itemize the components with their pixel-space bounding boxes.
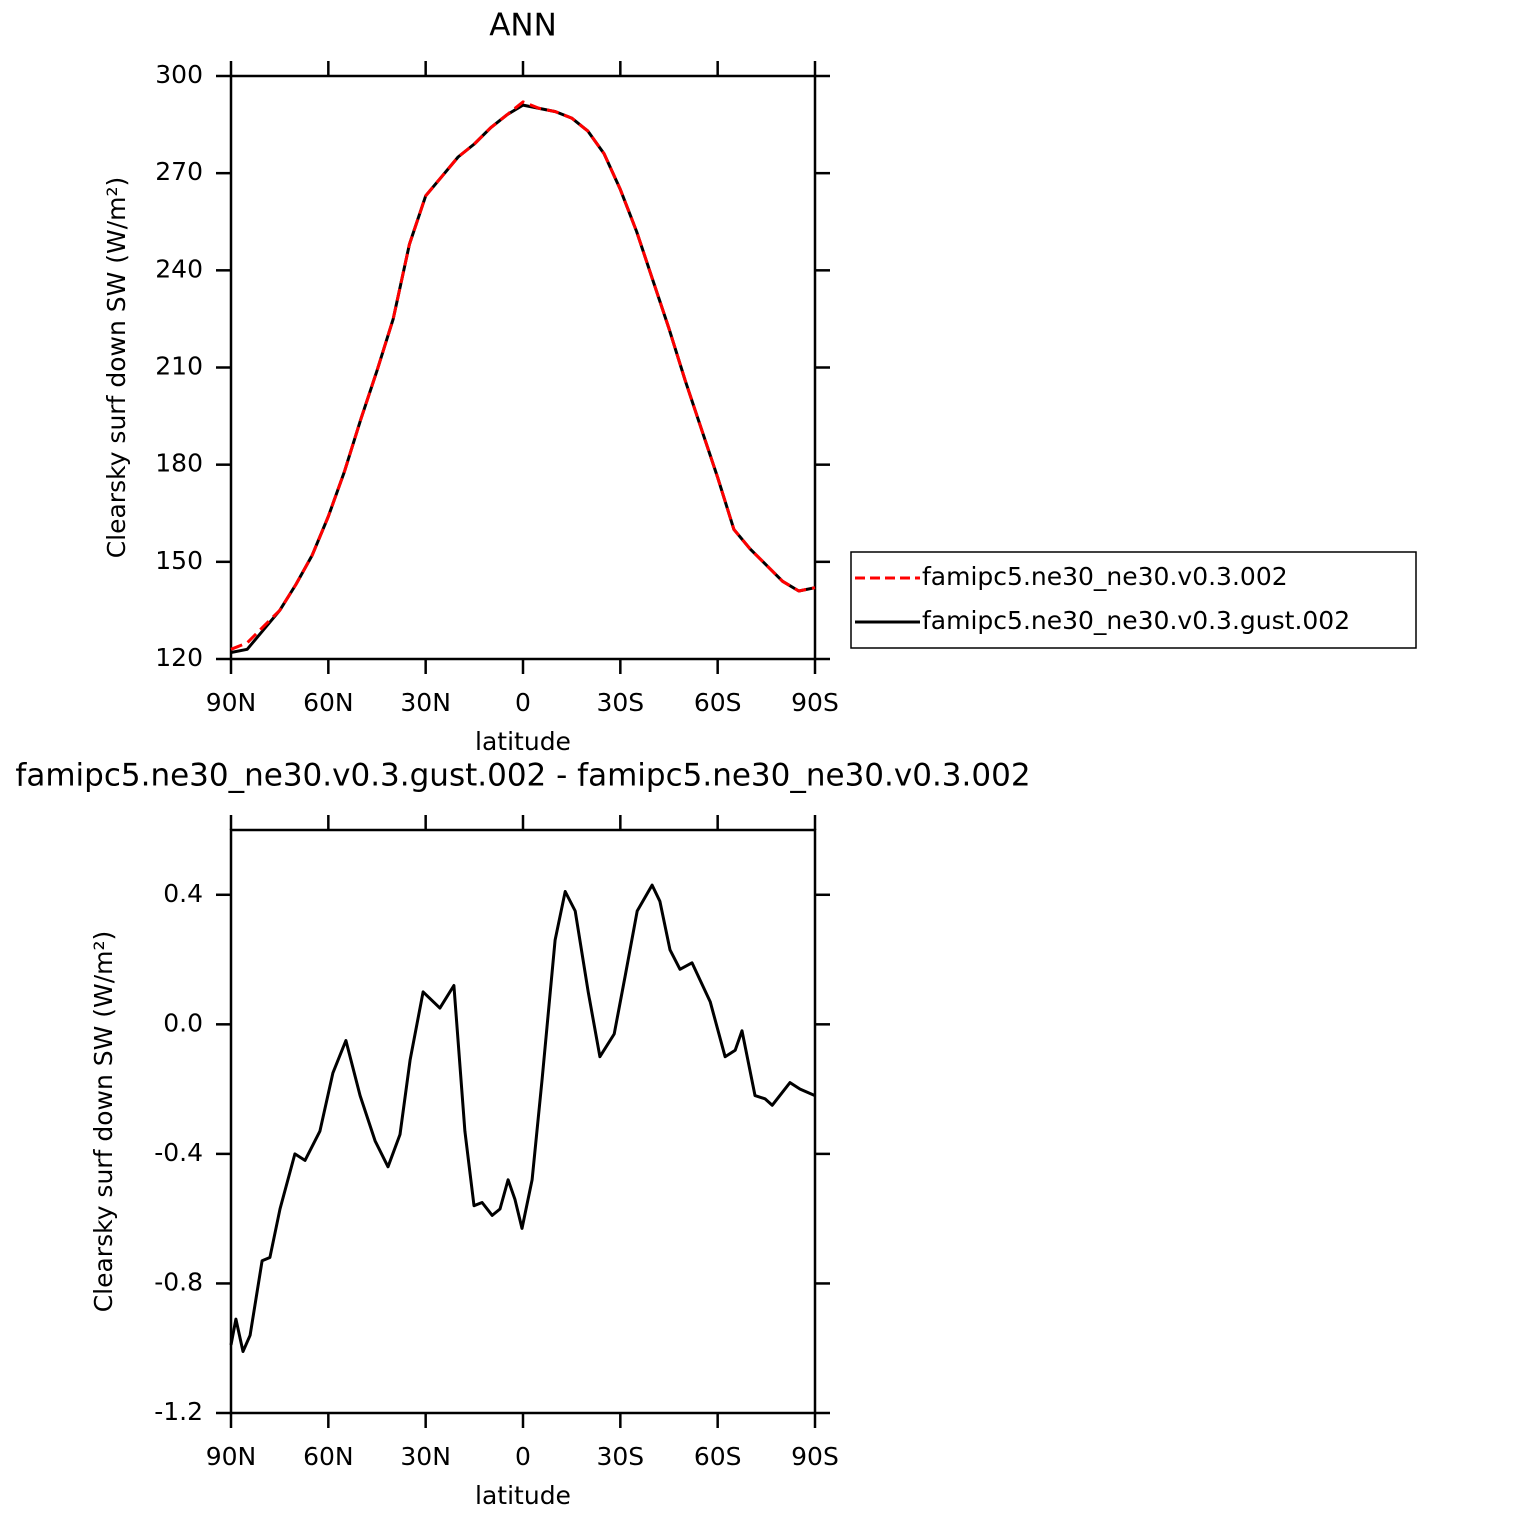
y-tick-label: -1.2 xyxy=(154,1397,203,1426)
x-tick-label: 60S xyxy=(694,688,742,717)
y-tick-label: -0.8 xyxy=(154,1267,203,1296)
x-tick-label: 60S xyxy=(694,1442,742,1471)
x-axis-label: latitude xyxy=(475,1481,571,1510)
x-tick-label: 90N xyxy=(206,688,257,717)
x-tick-label: 90S xyxy=(791,1442,839,1471)
y-axis-label: Clearsky surf down SW (W/m²) xyxy=(102,177,131,559)
series-line xyxy=(230,103,816,654)
x-tick-label: 60N xyxy=(303,688,354,717)
y-tick-label: 0.4 xyxy=(163,879,203,908)
y-tick-label: 300 xyxy=(155,60,203,89)
x-tick-label: 0 xyxy=(515,1442,531,1471)
legend-box xyxy=(850,551,1417,649)
x-tick-label: 90N xyxy=(206,1442,257,1471)
y-tick-label: 240 xyxy=(155,254,203,283)
x-tick-label: 30S xyxy=(596,1442,644,1471)
x-tick-label: 30N xyxy=(400,688,451,717)
x-tick-label: 90S xyxy=(791,688,839,717)
x-tick-label: 60N xyxy=(303,1442,354,1471)
plot-frame xyxy=(229,828,817,1415)
plot-frame xyxy=(229,74,817,661)
y-tick-label: 180 xyxy=(155,449,203,478)
x-tick-label: 0 xyxy=(515,688,531,717)
y-tick-label: 0.0 xyxy=(163,1008,203,1037)
series-line xyxy=(230,100,816,651)
y-tick-label: -0.4 xyxy=(154,1138,203,1167)
y-tick-label: 120 xyxy=(155,643,203,672)
y-tick-label: 150 xyxy=(155,546,203,575)
chart-title: ANN xyxy=(489,8,557,44)
x-tick-label: 30S xyxy=(596,688,644,717)
chart-title: famipc5.ne30_ne30.v0.3.gust.002 - famipc… xyxy=(15,758,1030,794)
legend-label: famipc5.ne30_ne30.v0.3.gust.002 xyxy=(922,606,1350,635)
y-tick-label: 210 xyxy=(155,352,203,381)
y-tick-label: 270 xyxy=(155,157,203,186)
legend-label: famipc5.ne30_ne30.v0.3.002 xyxy=(922,562,1288,591)
y-axis-label: Clearsky surf down SW (W/m²) xyxy=(89,931,118,1313)
x-axis-label: latitude xyxy=(475,727,571,756)
series-line xyxy=(229,883,816,1353)
x-tick-label: 30N xyxy=(400,1442,451,1471)
